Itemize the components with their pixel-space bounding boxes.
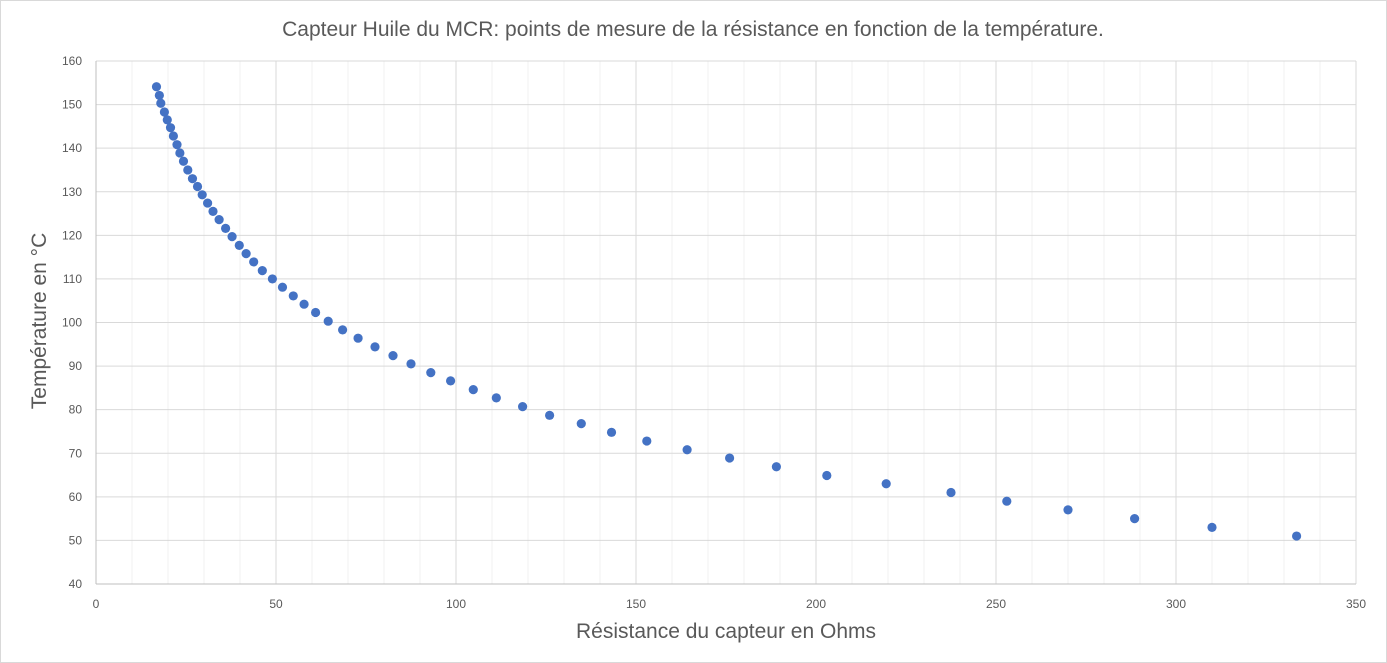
axes (95, 61, 1356, 585)
data-point (267, 274, 277, 284)
data-point (311, 307, 321, 318)
data-point (187, 174, 198, 184)
data-point (156, 98, 166, 108)
y-tick-label: 110 (63, 272, 82, 286)
data-point (822, 470, 832, 481)
data-point (162, 115, 172, 125)
data-point (175, 148, 185, 158)
data-point (881, 479, 891, 489)
x-tick-label: 350 (1346, 597, 1366, 611)
data-point (1292, 531, 1302, 541)
data-point (165, 123, 176, 133)
y-tick-label: 100 (62, 316, 82, 330)
data-point (642, 436, 652, 446)
data-point (227, 232, 237, 242)
data-point (426, 368, 436, 378)
data-point (446, 376, 456, 386)
data-point (151, 82, 162, 92)
data-point (491, 393, 501, 403)
data-point (468, 385, 478, 395)
data-point (172, 140, 182, 150)
grid (96, 60, 1357, 584)
data-point (323, 316, 333, 326)
data-point (545, 410, 555, 420)
y-tick-label: 140 (62, 141, 82, 155)
data-point (576, 419, 586, 429)
data-point (338, 325, 348, 335)
data-point (299, 299, 309, 309)
y-axis-title: Température en °C (28, 233, 51, 409)
data-point (406, 359, 416, 369)
y-tick-label: 40 (69, 577, 83, 591)
x-tick-label: 100 (446, 597, 466, 611)
x-axis-title: Résistance du capteur en Ohms (576, 620, 876, 643)
data-point (370, 342, 380, 352)
data-point (159, 107, 169, 117)
data-point (178, 156, 189, 166)
data-point (606, 427, 617, 437)
data-point (208, 206, 218, 216)
y-tick-label: 130 (62, 185, 82, 199)
y-tick-label: 50 (69, 533, 83, 547)
data-point (1002, 496, 1012, 506)
y-tick-label: 150 (62, 98, 82, 112)
data-point (249, 257, 259, 267)
data-point (192, 181, 203, 192)
x-tick-label: 300 (1166, 597, 1186, 611)
data-point (1207, 522, 1217, 532)
y-tick-label: 160 (62, 54, 82, 68)
data-point (353, 333, 363, 343)
data-point (183, 165, 193, 175)
y-tick-label: 70 (69, 446, 83, 460)
tick-labels: 0 50 100 150 200 250 300 350 40 50 60 70 80 90 100 110 1… (62, 54, 1366, 611)
data-point (771, 462, 782, 472)
data-point (168, 131, 178, 141)
data-point (682, 445, 692, 455)
x-tick-label: 200 (806, 597, 826, 611)
y-tick-label: 90 (69, 359, 83, 373)
y-tick-label: 60 (69, 490, 83, 504)
data-point (257, 266, 267, 276)
x-tick-label: 150 (626, 597, 646, 611)
data-point (277, 282, 288, 292)
y-tick-label: 120 (62, 228, 82, 242)
data-point (241, 249, 251, 259)
data-point (214, 215, 224, 225)
data-point (221, 223, 231, 233)
data-point (1130, 514, 1140, 524)
data-point (154, 90, 164, 101)
data-point (518, 402, 528, 412)
y-tick-label: 80 (69, 403, 83, 417)
x-tick-label: 0 (93, 597, 100, 611)
chart-title: Capteur Huile du MCR: points de mesure d… (282, 18, 1104, 41)
data-point (288, 291, 298, 301)
data-point (388, 351, 398, 361)
data-point (1063, 505, 1073, 515)
x-tick-label: 250 (986, 597, 1006, 611)
data-point (234, 240, 244, 250)
data-point (197, 190, 207, 200)
data-point (203, 198, 213, 208)
data-point (946, 487, 956, 498)
x-tick-label: 50 (269, 597, 283, 611)
data-point (725, 453, 735, 463)
data-points (151, 82, 1302, 541)
